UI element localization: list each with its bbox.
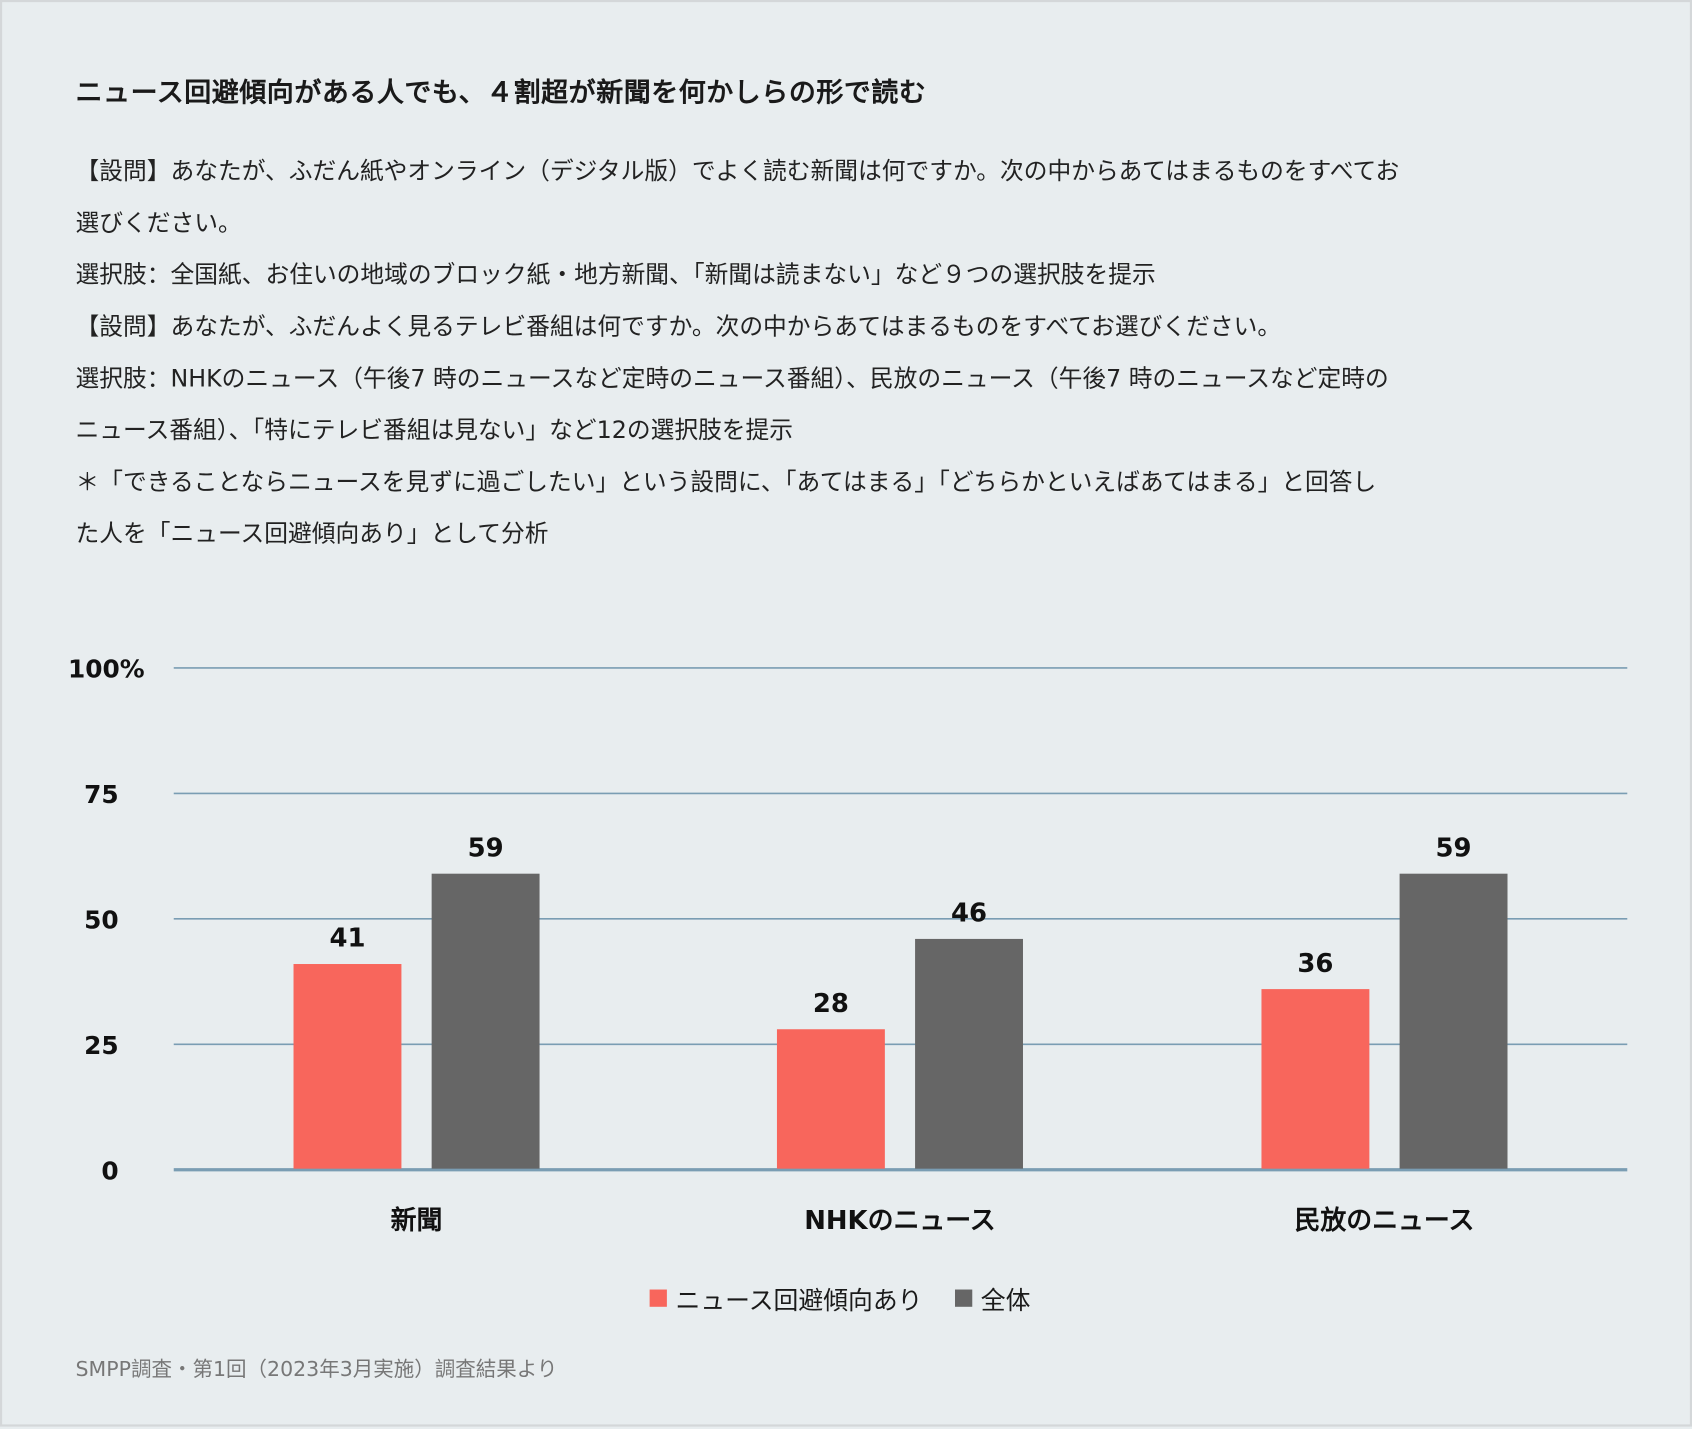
x-tick-label: NHKのニュース xyxy=(804,1206,995,1236)
note-line: 【設問】あなたが、ふだんよく見るテレビ番組は何ですか。次の中からあてはまるものを… xyxy=(75,314,1282,341)
data-label: 41 xyxy=(329,924,365,954)
bar xyxy=(293,964,402,1169)
legend-label: ニュース回避傾向あり xyxy=(675,1287,923,1316)
note-line: 【設問】あなたが、ふだん紙やオンライン（デジタル版）でよく読む新聞は何ですか。次… xyxy=(75,158,1400,186)
bar xyxy=(431,873,540,1169)
y-tick-label: 0 xyxy=(101,1156,118,1185)
data-label: 59 xyxy=(468,833,504,863)
chart-title: ニュース回避傾向がある人でも、４割超が新聞を何かしらの形で読む xyxy=(75,76,927,108)
bar xyxy=(776,1029,885,1169)
legend-swatch xyxy=(649,1289,667,1307)
note-line: 選びください。 xyxy=(75,210,242,238)
note-line: ニュース番組）、「特にテレビ番組は見ない」など12の選択肢を提示 xyxy=(75,417,794,445)
data-label: 36 xyxy=(1297,949,1333,979)
data-label: 46 xyxy=(951,899,987,929)
survey-notes: 【設問】あなたが、ふだん紙やオンライン（デジタル版）でよく読む新聞は何ですか。次… xyxy=(76,147,1630,561)
legend-item-all: 全体 xyxy=(954,1280,1031,1317)
data-label: 28 xyxy=(813,989,849,1019)
bar xyxy=(915,938,1023,1169)
note-line: 選択肢：全国紙、お住いの地域のブロック紙・地方新聞、「新聞は読まない」など９つの… xyxy=(75,262,1156,290)
note-line: 選択肢：NHKのニュース（午後7 時のニュースなど定時のニュース番組）、民放のニ… xyxy=(75,365,1389,393)
y-tick-label: 25 xyxy=(84,1031,119,1060)
bar xyxy=(1399,873,1508,1169)
data-label: 59 xyxy=(1436,833,1472,863)
x-tick-label: 新聞 xyxy=(391,1205,443,1236)
note-line: ＊「できることならニュースを見ずに過ごしたい」という設問に、「あてはまる」「どち… xyxy=(75,469,1377,497)
legend-swatch xyxy=(954,1289,973,1307)
bar xyxy=(1261,989,1370,1169)
y-tick-label: 100% xyxy=(68,655,145,684)
source-note: SMPP調査・第1回（2023年3月実施）調査結果より xyxy=(75,1357,558,1382)
y-tick-label: 50 xyxy=(84,906,119,935)
legend-label: 全体 xyxy=(980,1287,1031,1316)
legend: ニュース回避傾向あり 全体 xyxy=(649,1280,1031,1317)
legend-item-avoidance: ニュース回避傾向あり xyxy=(649,1280,923,1317)
note-line: た人を「ニュース回避傾向あり」として分析 xyxy=(75,521,549,549)
y-tick-label: 75 xyxy=(84,780,119,809)
x-tick-label: 民放のニュース xyxy=(1295,1205,1475,1236)
